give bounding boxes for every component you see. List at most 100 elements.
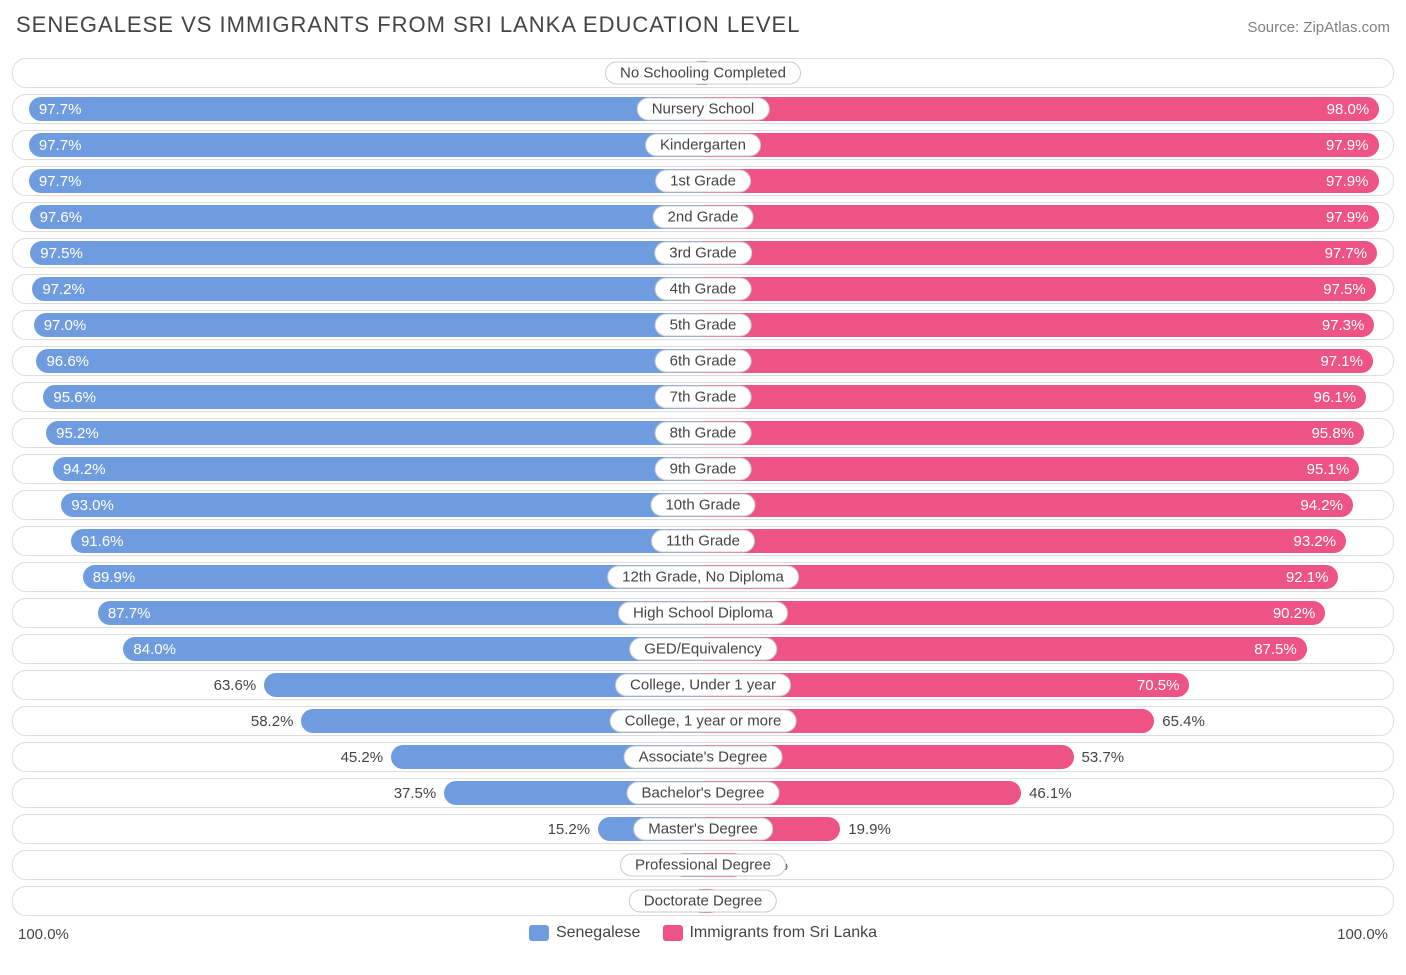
chart-row: 95.6% 96.1% 7th Grade [12,382,1394,412]
bar-right: 93.2% [703,529,1346,553]
bar-left: 97.6% [30,205,703,229]
legend-item-left: Senegalese [529,924,641,942]
category-label: 2nd Grade [653,206,754,229]
diverging-bar-chart: 2.3%2.0%No Schooling Completed97.7%98.0%… [12,58,1394,916]
chart-row: 37.5% 46.1% Bachelor's Degree [12,778,1394,808]
bar-left: 97.2% [32,277,703,301]
bar-left: 96.6% [36,349,703,373]
category-label: 7th Grade [655,386,752,409]
chart-row: 2.3%2.0%No Schooling Completed [12,58,1394,88]
bar-left: 97.7% [29,97,703,121]
chart-row: 63.6%70.5%College, Under 1 year [12,670,1394,700]
axis-max-right: 100.0% [1337,926,1388,943]
chart-header: SENEGALESE VS IMMIGRANTS FROM SRI LANKA … [12,12,1394,38]
category-label: 6th Grade [655,350,752,373]
bar-left: 95.2% [46,421,703,445]
category-label: College, Under 1 year [615,674,791,697]
value-right: 97.9% [1316,137,1379,154]
category-label: 12th Grade, No Diploma [607,566,799,589]
bar-right: 95.8% [703,421,1364,445]
legend-swatch-left [529,925,549,941]
category-label: College, 1 year or more [610,710,797,733]
bar-right: 97.1% [703,349,1373,373]
chart-row: 97.7%97.9%1st Grade [12,166,1394,196]
value-left: 95.2% [46,425,109,442]
bar-left: 84.0% [123,637,703,661]
bar-left: 97.0% [34,313,703,337]
chart-row: 84.0%87.5%GED/Equivalency [12,634,1394,664]
category-label: 10th Grade [650,494,755,517]
bar-left: 97.7% [29,169,703,193]
value-right: 97.9% [1316,173,1379,190]
value-right: 46.1% [1021,785,1072,802]
axis-max-left: 100.0% [18,926,69,943]
chart-source: Source: ZipAtlas.com [1247,19,1390,36]
bar-right: 94.2% [703,493,1353,517]
category-label: High School Diploma [618,602,788,625]
category-label: Nursery School [637,98,770,121]
value-right: 94.2% [1290,497,1353,514]
category-label: 3rd Grade [654,242,752,265]
chart-row: 97.7%98.0%Nursery School [12,94,1394,124]
value-left: 95.6% [43,389,106,406]
value-right: 93.2% [1284,533,1347,550]
bar-right: 97.5% [703,277,1376,301]
bar-right: 95.1% [703,457,1359,481]
chart-row: 97.2%97.5%4th Grade [12,274,1394,304]
category-label: Doctorate Degree [629,890,777,913]
chart-row: 2.0%2.8%Doctorate Degree [12,886,1394,916]
bar-right: 90.2% [703,601,1325,625]
category-label: 11th Grade [651,530,755,553]
chart-row: 87.7% 90.2% High School Diploma [12,598,1394,628]
value-right: 95.1% [1297,461,1360,478]
chart-footer: 100.0% Senegalese Immigrants from Sri La… [12,922,1394,950]
category-label: 8th Grade [655,422,752,445]
value-right: 97.3% [1312,317,1375,334]
value-right: 90.2% [1263,605,1326,622]
value-right: 97.1% [1310,353,1373,370]
value-right: 97.5% [1313,281,1376,298]
value-left: 97.6% [30,209,93,226]
value-right: 95.8% [1301,425,1364,442]
value-left: 15.2% [548,821,599,838]
bar-right: 98.0% [703,97,1379,121]
value-left: 87.7% [98,605,161,622]
bar-right: 87.5% [703,637,1307,661]
value-left: 37.5% [394,785,445,802]
value-left: 93.0% [61,497,124,514]
value-left: 97.2% [32,281,95,298]
chart-row: 93.0% 94.2% 10th Grade [12,490,1394,520]
category-label: No Schooling Completed [605,62,801,85]
category-label: 5th Grade [655,314,752,337]
legend-swatch-right [662,925,682,941]
category-label: Associate's Degree [624,746,783,769]
bar-left: 91.6% [71,529,703,553]
value-left: 97.7% [29,173,92,190]
bar-left: 97.7% [29,133,703,157]
legend: Senegalese Immigrants from Sri Lanka [529,924,877,942]
category-label: Bachelor's Degree [627,782,780,805]
bar-right: 97.9% [703,169,1379,193]
legend-item-right: Immigrants from Sri Lanka [662,924,877,942]
chart-row: 4.6%6.2%Professional Degree [12,850,1394,880]
chart-row: 95.2% 95.8% 8th Grade [12,418,1394,448]
bar-left: 87.7% [98,601,703,625]
legend-label-right: Immigrants from Sri Lanka [689,924,877,942]
bar-right: 97.9% [703,133,1379,157]
value-right: 53.7% [1074,749,1125,766]
chart-row: 97.0% 97.3% 5th Grade [12,310,1394,340]
chart-row: 45.2%53.7%Associate's Degree [12,742,1394,772]
chart-row: 97.7%97.9%Kindergarten [12,130,1394,160]
value-left: 97.7% [29,137,92,154]
category-label: Master's Degree [633,818,773,841]
bar-right: 96.1% [703,385,1366,409]
value-right: 92.1% [1276,569,1339,586]
chart-row: 96.6% 97.1% 6th Grade [12,346,1394,376]
value-right: 96.1% [1304,389,1367,406]
value-right: 97.7% [1315,245,1378,262]
bar-right: 97.9% [703,205,1379,229]
category-label: 9th Grade [655,458,752,481]
legend-label-left: Senegalese [556,924,641,942]
value-left: 91.6% [71,533,134,550]
value-right: 97.9% [1316,209,1379,226]
